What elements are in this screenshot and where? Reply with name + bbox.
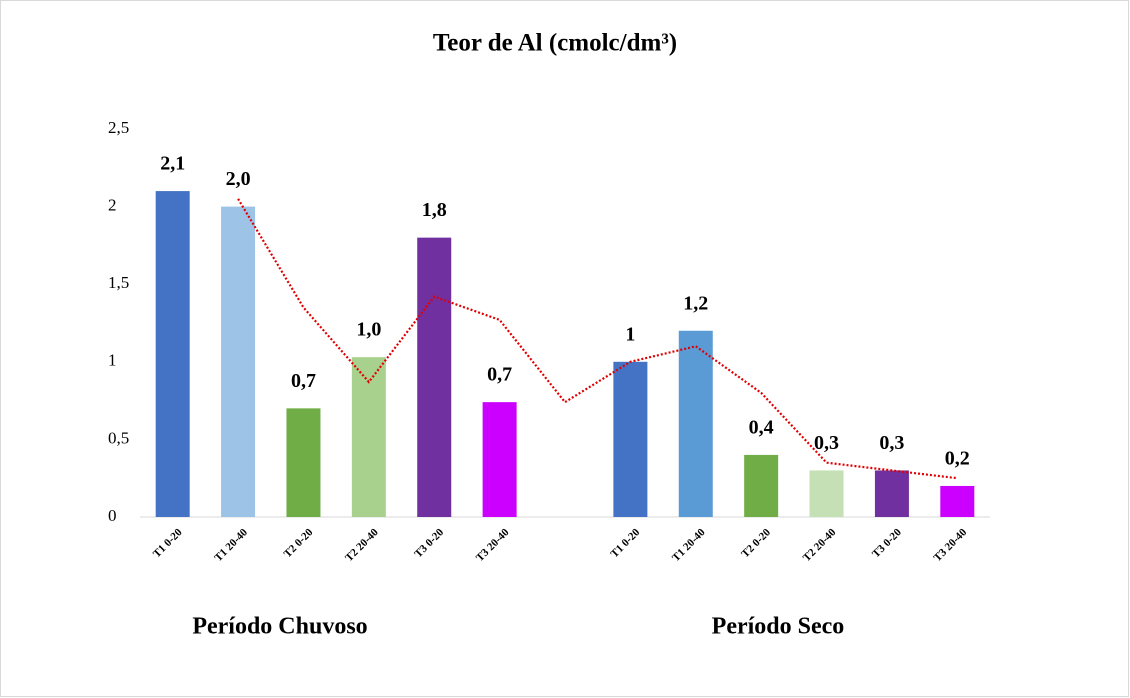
data-label: 1,2 — [683, 292, 708, 314]
bar — [351, 357, 386, 517]
bar — [940, 485, 975, 517]
data-label: 1,8 — [422, 199, 447, 221]
data-label: 0,7 — [291, 370, 316, 392]
data-label: 1 — [625, 323, 635, 345]
bar — [874, 470, 909, 517]
y-tick-label: 0,5 — [108, 428, 129, 447]
trendline — [237, 198, 958, 480]
data-label: 2,0 — [226, 168, 251, 190]
chart-title: Teor de Al (cmolc/dm³) — [433, 30, 677, 57]
bar — [678, 330, 713, 517]
group-label: Período Chuvoso — [192, 614, 367, 640]
data-label: 0,3 — [879, 432, 904, 454]
data-label: 0,3 — [814, 432, 839, 454]
y-tick-label: 0 — [108, 506, 117, 525]
y-tick-label: 1 — [108, 351, 117, 370]
bar — [744, 454, 779, 517]
bar — [221, 206, 256, 517]
y-tick-label: 2 — [108, 196, 117, 215]
y-tick-label: 1,5 — [108, 273, 129, 292]
bar — [613, 361, 648, 517]
data-label: 0,7 — [487, 364, 512, 386]
bar — [809, 470, 844, 517]
bar — [155, 191, 190, 517]
data-label: 1,0 — [356, 319, 381, 341]
data-label: 0,4 — [749, 417, 774, 439]
y-tick-label: 2,5 — [108, 118, 129, 137]
group-label: Período Seco — [712, 614, 845, 640]
data-label: 2,1 — [160, 153, 185, 175]
bar — [482, 402, 517, 517]
data-label: 0,2 — [945, 448, 970, 470]
bar — [417, 237, 452, 517]
bar — [286, 408, 321, 517]
